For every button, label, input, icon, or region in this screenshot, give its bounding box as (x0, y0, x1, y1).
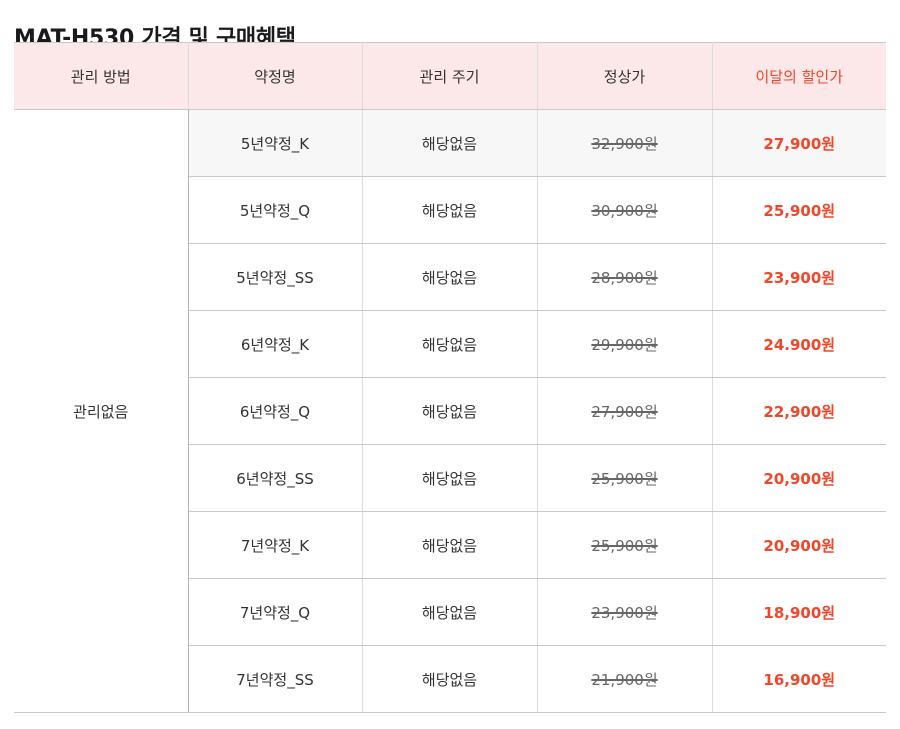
table-row: 5년약정_Q 해당없음 30,900원 25,900원 (14, 176, 886, 244)
header-discount-price: 이달의 할인가 (711, 42, 886, 110)
discount-price-cell: 24.900원 (711, 310, 886, 378)
cycle-cell: 해당없음 (361, 109, 538, 177)
plan-name-cell: 6년약정_K (187, 310, 363, 378)
regular-price-strikethrough: 25,900원 (591, 536, 658, 555)
table-body: 관리없음 5년약정_K 해당없음 32,900원 27,900원 5년약정_Q … (14, 109, 886, 713)
discount-price-cell: 22,900원 (711, 377, 886, 445)
header-plan: 약정명 (187, 42, 363, 110)
header-cycle: 관리 주기 (361, 42, 538, 110)
plan-name-cell: 7년약정_K (187, 511, 363, 579)
cycle-cell: 해당없음 (361, 511, 538, 579)
regular-price-strikethrough: 28,900원 (591, 268, 658, 287)
discount-price-cell: 20,900원 (711, 444, 886, 512)
regular-price-cell: 30,900원 (536, 176, 713, 244)
plan-name-cell: 6년약정_SS (187, 444, 363, 512)
regular-price-cell: 25,900원 (536, 511, 713, 579)
discount-price-cell: 16,900원 (711, 645, 886, 713)
discount-price-cell: 20,900원 (711, 511, 886, 579)
table-row: 7년약정_Q 해당없음 23,900원 18,900원 (14, 578, 886, 646)
header-row: 관리 방법 약정명 관리 주기 정상가 이달의 할인가 (14, 42, 886, 110)
table-row: 7년약정_SS 해당없음 21,900원 16,900원 (14, 645, 886, 713)
plan-name-cell: 7년약정_SS (187, 645, 363, 713)
regular-price-cell: 25,900원 (536, 444, 713, 512)
cycle-cell: 해당없음 (361, 176, 538, 244)
regular-price-cell: 32,900원 (536, 109, 713, 177)
discount-price-cell: 18,900원 (711, 578, 886, 646)
cycle-cell: 해당없음 (361, 243, 538, 311)
cycle-cell: 해당없음 (361, 444, 538, 512)
table-row: 관리없음 5년약정_K 해당없음 32,900원 27,900원 (14, 109, 886, 713)
regular-price-cell: 27,900원 (536, 377, 713, 445)
cycle-cell: 해당없음 (361, 578, 538, 646)
cycle-cell: 해당없음 (361, 377, 538, 445)
plan-name-cell: 6년약정_Q (187, 377, 363, 445)
regular-price-cell: 21,900원 (536, 645, 713, 713)
regular-price-strikethrough: 29,900원 (591, 335, 658, 354)
regular-price-cell: 23,900원 (536, 578, 713, 646)
plan-name-cell: 5년약정_Q (187, 176, 363, 244)
plan-name-cell: 5년약정_K (187, 109, 363, 177)
plan-name-cell: 5년약정_SS (187, 243, 363, 311)
discount-price-cell: 23,900원 (711, 243, 886, 311)
regular-price-strikethrough: 23,900원 (591, 603, 658, 622)
regular-price-cell: 29,900원 (536, 310, 713, 378)
table-header: 관리 방법 약정명 관리 주기 정상가 이달의 할인가 (14, 42, 886, 110)
management-method-cell: 관리없음 (14, 109, 189, 713)
header-regular-price: 정상가 (536, 42, 713, 110)
regular-price-strikethrough: 21,900원 (591, 670, 658, 689)
plan-name-cell: 7년약정_Q (187, 578, 363, 646)
regular-price-strikethrough: 27,900원 (591, 402, 658, 421)
table-row: 7년약정_K 해당없음 25,900원 20,900원 (14, 511, 886, 579)
regular-price-cell: 28,900원 (536, 243, 713, 311)
regular-price-strikethrough: 30,900원 (591, 201, 658, 220)
table-row: 6년약정_SS 해당없음 25,900원 20,900원 (14, 444, 886, 512)
table-row: 6년약정_Q 해당없음 27,900원 22,900원 (14, 377, 886, 445)
cycle-cell: 해당없음 (361, 310, 538, 378)
table-row: 5년약정_SS 해당없음 28,900원 23,900원 (14, 243, 886, 311)
discount-price-cell: 25,900원 (711, 176, 886, 244)
table-row: 6년약정_K 해당없음 29,900원 24.900원 (14, 310, 886, 378)
regular-price-strikethrough: 32,900원 (591, 134, 658, 153)
cycle-cell: 해당없음 (361, 645, 538, 713)
header-method: 관리 방법 (14, 42, 189, 110)
price-table: 관리 방법 약정명 관리 주기 정상가 이달의 할인가 관리없음 5년약정_K … (14, 42, 886, 713)
discount-price-cell: 27,900원 (711, 109, 886, 177)
regular-price-strikethrough: 25,900원 (591, 469, 658, 488)
